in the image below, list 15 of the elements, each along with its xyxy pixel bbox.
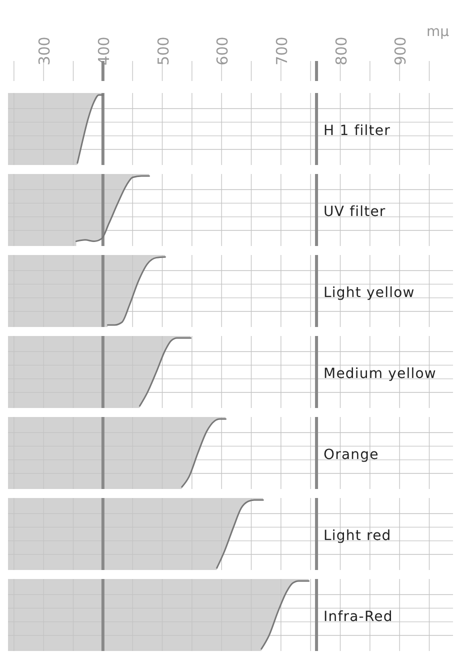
x-tick-label: 700: [272, 36, 291, 66]
x-tick-label: 400: [94, 36, 113, 66]
text: Orange: [324, 447, 379, 463]
x-tick-label: 500: [154, 36, 172, 66]
x-tick-label: 600: [214, 36, 232, 66]
x-tick-label: 800: [332, 36, 350, 66]
x-tick-label: 300: [36, 36, 54, 66]
text: H 1 filter: [324, 123, 390, 139]
x-axis-title: mμ: [426, 24, 450, 40]
text: Light red: [324, 528, 392, 544]
text: Medium yellow: [324, 366, 436, 382]
text: Infra-Red: [324, 609, 393, 625]
text: UV filter: [324, 204, 386, 220]
text: Light yellow: [324, 285, 415, 301]
x-tick-label: 900: [392, 36, 410, 66]
